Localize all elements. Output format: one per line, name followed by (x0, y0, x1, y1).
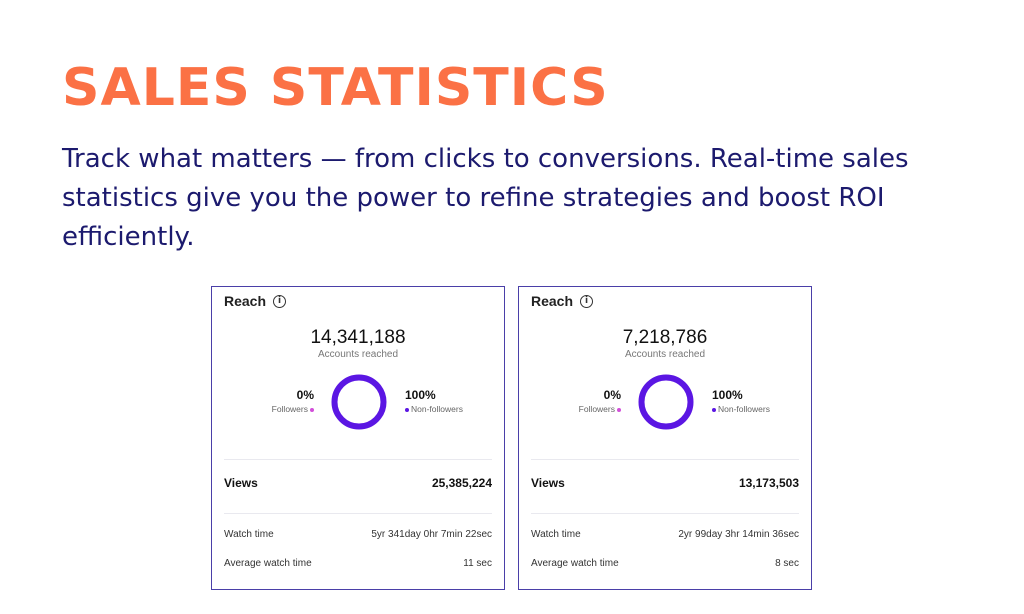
watch-time-label: Watch time (224, 529, 274, 540)
page-title: SALES STATISTICS (62, 58, 609, 118)
card-title: Reach (531, 293, 574, 309)
avg-watch-time-value: 8 sec (775, 558, 799, 569)
reach-donut-chart (638, 374, 694, 430)
divider (531, 459, 799, 460)
accounts-reached-label: Accounts reached (317, 349, 399, 360)
divider (224, 513, 492, 514)
info-icon[interactable]: i (580, 294, 594, 308)
watch-time-row: Watch time 2yr 99day 3hr 14min 36sec (531, 529, 799, 540)
watch-time-value: 5yr 341day 0hr 7min 22sec (371, 529, 492, 540)
followers-stat: 0% Followers (272, 388, 314, 414)
avg-watch-time-row: Average watch time 11 sec (224, 558, 492, 569)
accounts-reached-label: Accounts reached (624, 349, 706, 360)
nonfollowers-percent: 100% (712, 388, 743, 402)
reach-donut-chart (331, 374, 387, 430)
followers-percent: 0% (603, 388, 621, 402)
followers-legend: Followers (272, 404, 314, 414)
donut-nonfollowers-arc (638, 374, 694, 430)
nonfollowers-stat: 100% Non-followers (712, 388, 770, 414)
views-label: Views (224, 476, 258, 490)
watch-time-label: Watch time (531, 529, 581, 540)
followers-label: Followers (271, 404, 308, 414)
nonfollowers-dot-icon (712, 407, 716, 412)
views-label: Views (531, 476, 565, 490)
followers-legend: Followers (579, 404, 621, 414)
card-header: Reach i (531, 293, 594, 309)
divider (531, 513, 799, 514)
nonfollowers-label: Non-followers (411, 404, 463, 414)
avg-watch-time-row: Average watch time 8 sec (531, 558, 799, 569)
accounts-reached-value: 7,218,786 (622, 327, 708, 348)
followers-stat: 0% Followers (579, 388, 621, 414)
avg-watch-time-value: 11 sec (463, 558, 492, 569)
avg-watch-time-label: Average watch time (224, 558, 312, 569)
reach-card: Reach i 7,218,786 Accounts reached 0% Fo… (518, 286, 812, 590)
views-value: 13,173,503 (738, 476, 799, 490)
followers-dot-icon (617, 407, 621, 412)
followers-label: Followers (578, 404, 615, 414)
views-row: Views 13,173,503 (531, 476, 799, 490)
info-icon[interactable]: i (273, 294, 287, 308)
avg-watch-time-label: Average watch time (531, 558, 619, 569)
watch-time-value: 2yr 99day 3hr 14min 36sec (678, 529, 799, 540)
watch-time-row: Watch time 5yr 341day 0hr 7min 22sec (224, 529, 492, 540)
page-description: Track what matters — from clicks to conv… (62, 144, 909, 252)
reach-card: Reach i 14,341,188 Accounts reached 0% F… (211, 286, 505, 590)
nonfollowers-legend: Non-followers (712, 404, 770, 414)
nonfollowers-dot-icon (405, 407, 409, 412)
nonfollowers-legend: Non-followers (405, 404, 463, 414)
views-row: Views 25,385,224 (224, 476, 492, 490)
views-value: 25,385,224 (431, 476, 492, 490)
divider (224, 459, 492, 460)
nonfollowers-label: Non-followers (718, 404, 770, 414)
donut-nonfollowers-arc (331, 374, 387, 430)
card-header: Reach i (224, 293, 287, 309)
accounts-reached-value: 14,341,188 (310, 327, 406, 348)
followers-percent: 0% (296, 388, 314, 402)
nonfollowers-stat: 100% Non-followers (405, 388, 463, 414)
card-title: Reach (224, 293, 267, 309)
followers-dot-icon (310, 407, 314, 412)
nonfollowers-percent: 100% (405, 388, 436, 402)
